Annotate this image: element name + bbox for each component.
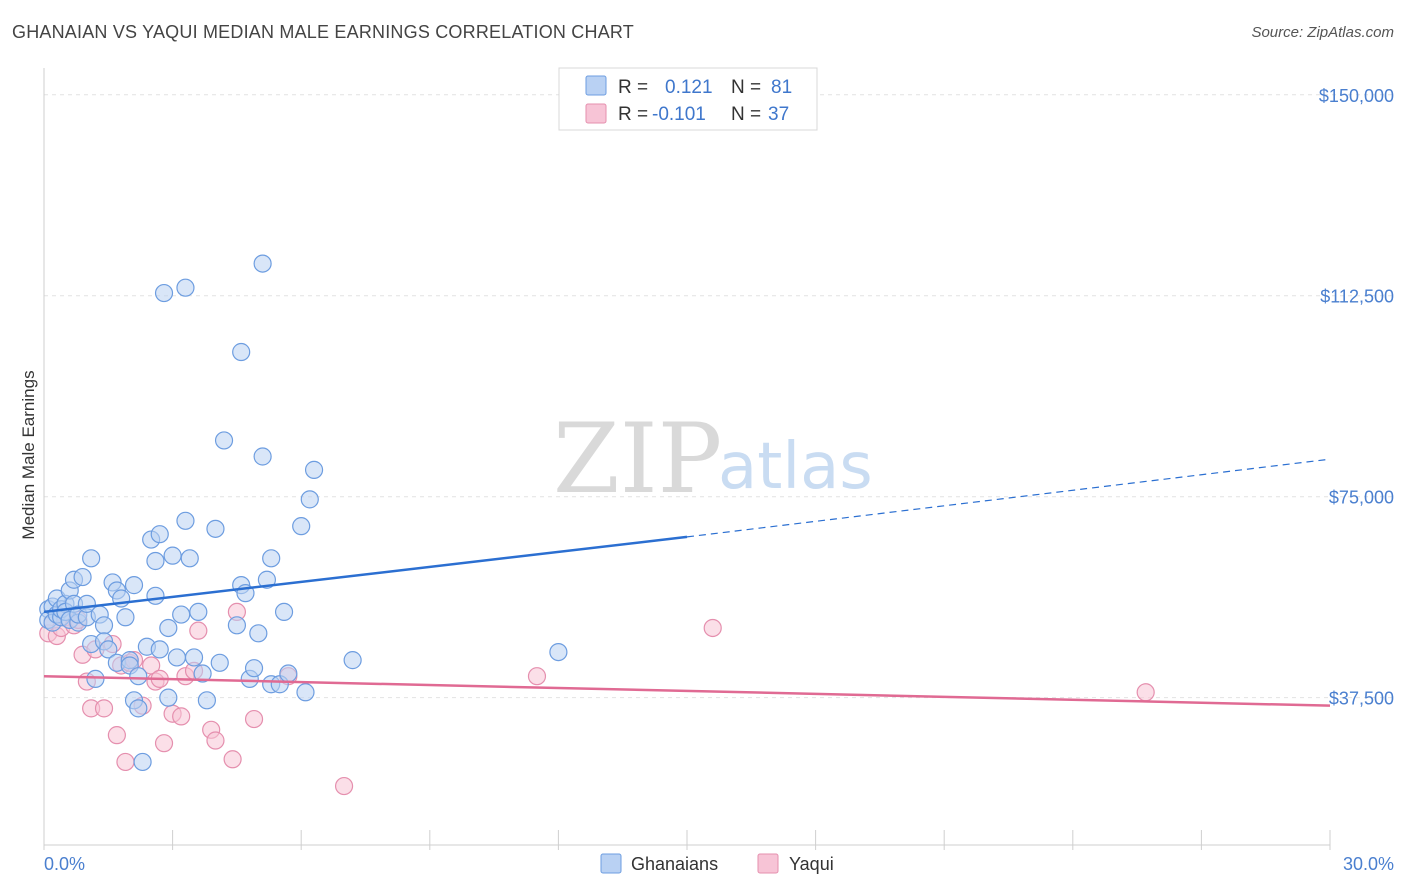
- series-legend-swatch-yaqui: [757, 853, 779, 874]
- trend-lines: [43, 458, 1331, 707]
- yaqui-point: [244, 709, 264, 729]
- ghanaian-point: [244, 659, 264, 678]
- series-legend: Ghanaians Yaqui: [600, 853, 834, 874]
- yaqui-point: [172, 707, 191, 726]
- ghanaian-point: [249, 624, 268, 643]
- ghanaian-points: [39, 254, 568, 772]
- ghanaian-point: [129, 699, 148, 718]
- legend-n-label-1: N =: [731, 77, 761, 98]
- ghanaian-point: [133, 752, 152, 772]
- yaqui-point: [703, 618, 722, 638]
- ghanaian-point: [159, 618, 178, 638]
- legend-swatch-yaqui: [585, 103, 607, 124]
- yaqui-point: [1136, 683, 1155, 702]
- ghanaian-point: [232, 342, 251, 362]
- ghanaian-point: [549, 642, 568, 662]
- ghanaian-point: [129, 667, 148, 686]
- ghanaian-point: [300, 490, 319, 509]
- ghanaian-point: [124, 576, 144, 595]
- grid: [44, 94, 1394, 699]
- ghanaian-point: [296, 683, 315, 702]
- ghanaian-point: [180, 549, 199, 568]
- correlation-legend: R = 0.121 N = 81 R = -0.101 N = 37: [558, 67, 818, 131]
- legend-r-value-1: 0.121: [665, 77, 713, 98]
- ghanaian-point: [197, 691, 216, 710]
- chart-source: Source: ZipAtlas.com: [1251, 24, 1394, 41]
- ghanaian-point: [99, 640, 118, 659]
- ghanaian-point: [82, 549, 101, 568]
- y-tick-label: $37,500: [1329, 689, 1394, 709]
- legend-n-label-2: N =: [731, 104, 761, 125]
- ghanaian-point: [167, 648, 186, 667]
- y-tick-label: $112,500: [1320, 287, 1394, 307]
- yaqui-point: [107, 726, 126, 745]
- ghanaian-point: [150, 525, 169, 544]
- x-ticks: [43, 830, 1331, 850]
- ghanaian-point: [176, 511, 195, 530]
- x-tick-label-min: 0.0%: [44, 854, 85, 874]
- legend-n-value-2: 37: [768, 104, 789, 125]
- ghanaian-point: [210, 653, 229, 672]
- ghanaian-trend-line: [43, 535, 688, 614]
- ghanaian-point: [253, 254, 272, 273]
- yaqui-point: [94, 699, 114, 718]
- ghanaian-point: [304, 460, 324, 479]
- ghanaian-point: [154, 283, 174, 303]
- y-tick-labels: $37,500 $75,000 $112,500 $150,000: [1319, 86, 1394, 709]
- yaqui-point: [223, 750, 242, 769]
- ghanaian-point: [94, 616, 114, 635]
- legend-r-value-2: -0.101: [652, 104, 706, 125]
- legend-n-value-1: 81: [771, 77, 792, 98]
- legend-r-label-1: R =: [618, 77, 648, 98]
- chart-title: GHANAIAN VS YAQUI MEDIAN MALE EARNINGS C…: [12, 22, 634, 42]
- ghanaian-point: [86, 669, 105, 688]
- y-tick-label: $150,000: [1319, 86, 1394, 106]
- ghanaian-point: [159, 688, 178, 707]
- ghanaian-point: [163, 546, 182, 565]
- ghanaian-point: [193, 664, 212, 683]
- yaqui-point: [334, 776, 354, 796]
- ghanaian-point: [150, 640, 169, 659]
- ghanaian-point: [206, 519, 225, 538]
- watermark-atlas: atlas: [718, 430, 873, 504]
- ghanaian-point: [189, 602, 208, 622]
- yaqui-point: [206, 731, 225, 750]
- yaqui-point: [116, 752, 135, 772]
- series-legend-ghanaians: Ghanaians: [631, 854, 718, 874]
- ghanaian-point: [172, 605, 191, 624]
- legend-r-label-2: R =: [618, 104, 648, 125]
- yaqui-trend-line: [43, 674, 1331, 707]
- ghanaian-point: [274, 602, 294, 622]
- ghanaian-point: [257, 570, 277, 589]
- ghanaian-point: [262, 549, 281, 568]
- ghanaian-point: [73, 567, 92, 587]
- ghanaian-point: [146, 551, 165, 571]
- ghanaian-point: [214, 431, 234, 450]
- yaqui-point: [527, 667, 547, 686]
- y-axis-label: Median Male Earnings: [19, 370, 38, 539]
- series-legend-swatch-ghanaians: [600, 853, 622, 874]
- ghanaian-point: [116, 608, 135, 627]
- yaqui-point: [189, 621, 208, 640]
- yaqui-point: [154, 734, 174, 753]
- watermark-zip: ZIP: [553, 403, 722, 515]
- ghanaian-point: [343, 651, 362, 670]
- series-legend-yaqui: Yaqui: [789, 854, 834, 874]
- ghanaian-point: [292, 517, 311, 536]
- ghanaian-point: [176, 278, 195, 297]
- ghanaian-point: [227, 616, 246, 635]
- ghanaian-point: [279, 664, 298, 683]
- x-tick-label-max: 30.0%: [1343, 854, 1394, 874]
- ghanaian-point: [253, 447, 272, 466]
- y-tick-label: $75,000: [1329, 488, 1394, 508]
- ghanaian-point: [146, 586, 165, 605]
- ghanaian-point: [184, 648, 204, 667]
- legend-swatch-ghanaians: [585, 75, 607, 96]
